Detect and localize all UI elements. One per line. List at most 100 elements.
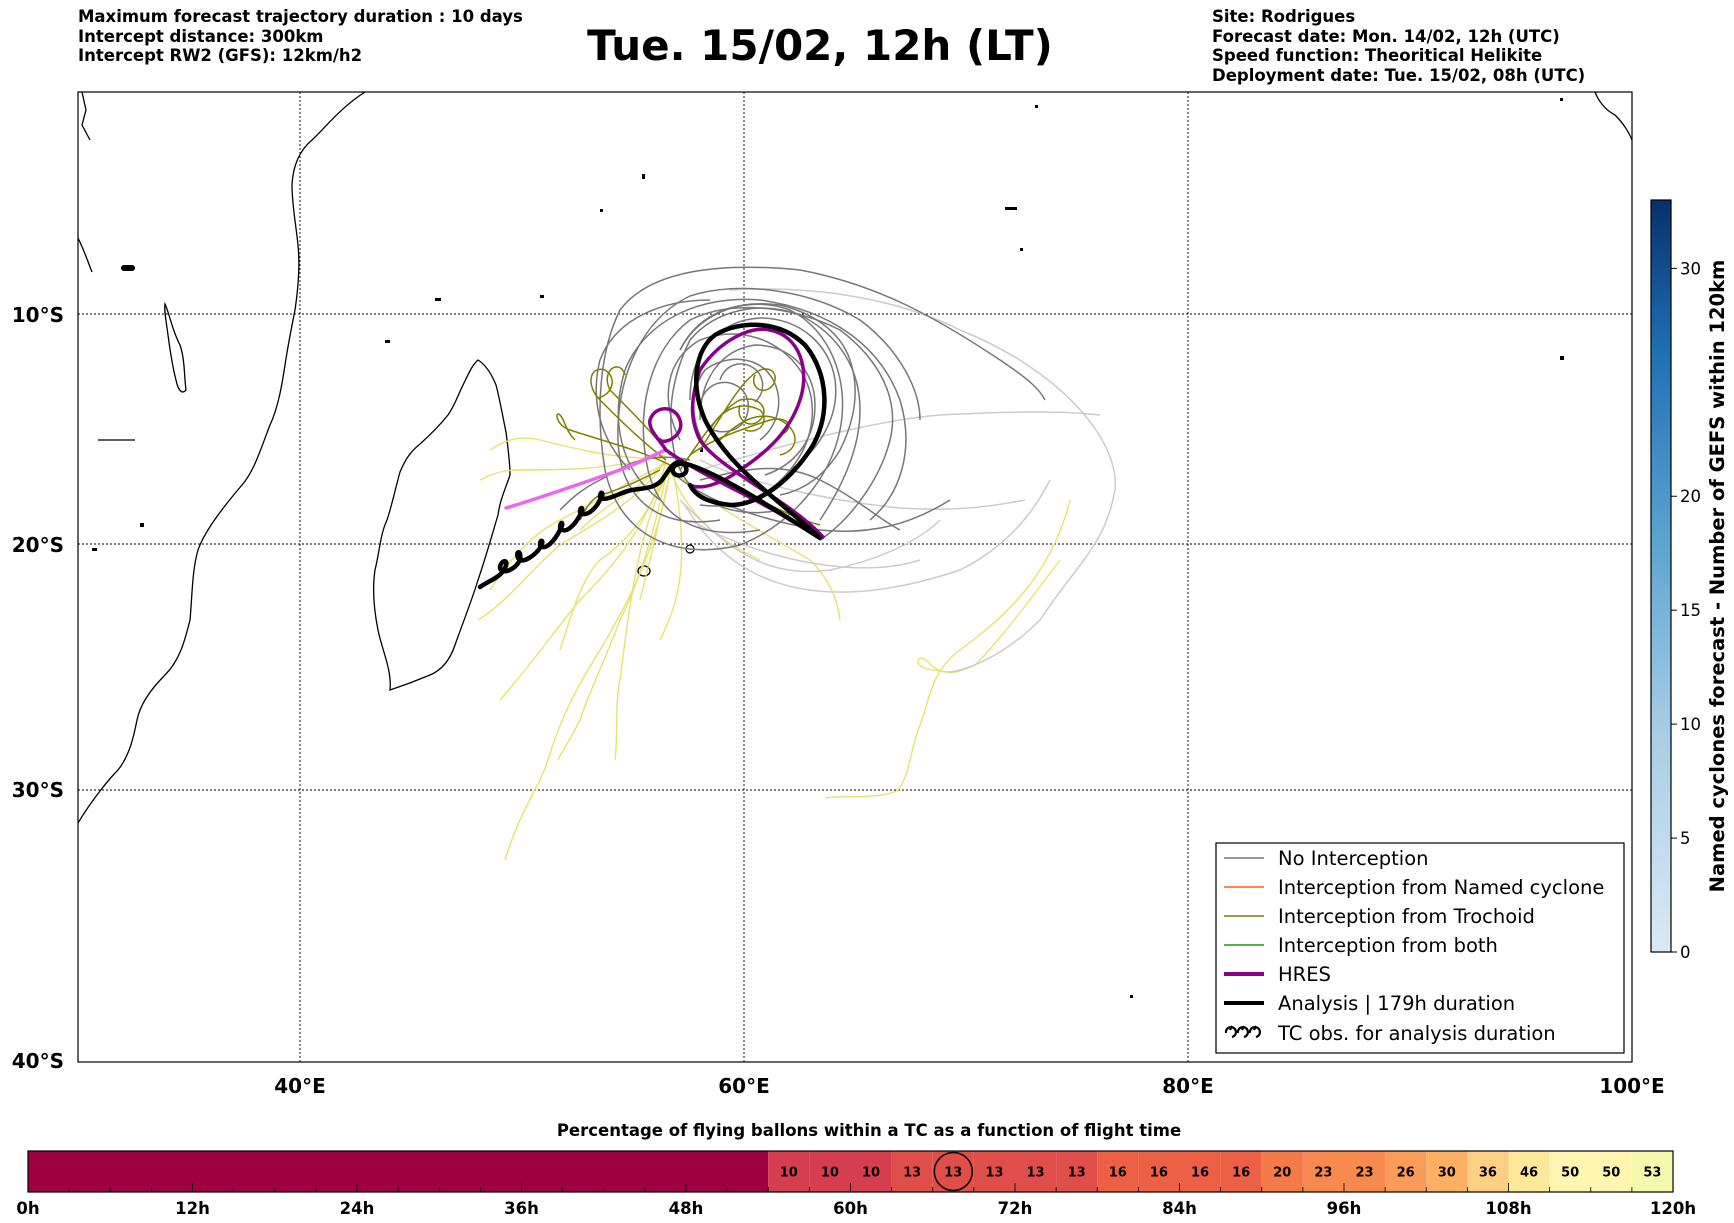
legend: No Interception Interception from Named …	[1215, 842, 1625, 1054]
legend-label: Interception from both	[1278, 934, 1498, 957]
legend-items: No Interception Interception from Named …	[1224, 847, 1604, 1045]
analysis-track	[477, 322, 827, 590]
colorbar-tick-label: 30	[1680, 259, 1701, 278]
longitude-labels: 40°E 60°E 80°E 100°E	[274, 1074, 1664, 1098]
legend-label: Interception from Named cyclone	[1278, 876, 1604, 899]
colorbar-tick-label: 0	[1680, 943, 1691, 962]
timeline-cell-value: 26	[1397, 1166, 1415, 1181]
lon-label: 60°E	[718, 1074, 770, 1098]
timeline-hour-label: 120h	[1650, 1199, 1696, 1218]
timeline-hour-label: 60h	[833, 1199, 868, 1218]
timeline-cell-value: 23	[1314, 1166, 1332, 1181]
timeline-cell-value: 16	[1191, 1166, 1209, 1181]
timeline-cell	[973, 1151, 1015, 1192]
timeline-cell-value: 36	[1479, 1166, 1497, 1181]
colorbar-tick-label: 5	[1680, 829, 1691, 848]
colorbar-tick-label: 10	[1680, 715, 1701, 734]
timeline-cell	[1138, 1151, 1180, 1192]
colorbar-scale	[1650, 199, 1672, 953]
lat-label: 40°S	[12, 1049, 64, 1073]
map-area[interactable]	[78, 92, 1632, 1062]
timeline-cell	[1015, 1151, 1057, 1192]
timeline-hour-label: 72h	[998, 1199, 1033, 1218]
forecast-parameters: Maximum forecast trajectory duration : 1…	[78, 7, 523, 66]
timeline-cell	[1261, 1151, 1303, 1192]
timeline-cell	[1549, 1151, 1591, 1192]
colorbar: 0 5 10 15 20 30 Named cyclones forecast - Num…	[1650, 199, 1729, 962]
legend-label: HRES	[1278, 963, 1331, 986]
latitude-labels: 10°S 20°S 30°S 40°S	[12, 303, 64, 1073]
timeline-hour-label: 108h	[1485, 1199, 1531, 1218]
timeline-cell-value: 13	[944, 1166, 962, 1181]
trajectory-duration-text: Maximum forecast trajectory duration : 1…	[78, 7, 523, 26]
timeline-cell-value: 13	[1068, 1166, 1086, 1181]
timeline-cell	[1590, 1151, 1632, 1192]
timeline-title: Percentage of flying ballons within a TC…	[557, 1121, 1181, 1140]
intercept-distance-text: Intercept distance: 300km	[78, 26, 324, 46]
colorbar-label: Named cyclones forecast - Number of GEFS…	[1706, 260, 1729, 893]
timeline-cell	[1220, 1151, 1262, 1192]
timeline-hour-label: 84h	[1162, 1199, 1197, 1218]
timeline-cell	[809, 1151, 851, 1192]
timeline-cell-value: 16	[1232, 1166, 1250, 1181]
timeline-cell	[1179, 1151, 1221, 1192]
legend-label: Analysis | 179h duration	[1278, 992, 1515, 1015]
coastline	[78, 92, 1632, 824]
map-title: Tue. 15/02, 12h (LT)	[587, 21, 1053, 70]
timeline-cell	[1426, 1151, 1468, 1192]
speed-function-text: Speed function: Theoritical Helikite	[1212, 46, 1543, 65]
lat-label: 20°S	[12, 533, 64, 557]
legend-label: TC obs. for analysis duration	[1277, 1022, 1556, 1045]
site-text: Site: Rodrigues	[1212, 7, 1356, 26]
timeline-cell-value: 16	[1109, 1166, 1127, 1181]
timeline-cell	[768, 1151, 810, 1192]
timeline-cell-value: 50	[1602, 1166, 1620, 1181]
timeline-cell	[891, 1151, 933, 1192]
tc-obs-icon	[1224, 1025, 1261, 1039]
timeline-cell-value: 50	[1561, 1166, 1579, 1181]
forecast-date-text: Forecast date: Mon. 14/02, 12h (UTC)	[1212, 26, 1560, 46]
legend-label: No Interception	[1278, 847, 1429, 870]
timeline-hour-label: 24h	[340, 1199, 375, 1218]
timeline-cell-value: 20	[1273, 1166, 1291, 1181]
timeline-cell-value: 46	[1520, 1166, 1538, 1181]
timeline-cell-value: 13	[1027, 1166, 1045, 1181]
graticule	[78, 92, 1632, 1062]
deployment-date-text: Deployment date: Tue. 15/02, 08h (UTC)	[1212, 65, 1586, 85]
timeline-cell-value: 10	[780, 1166, 798, 1181]
timeline-cell	[1302, 1151, 1344, 1192]
timeline-cell-value: 13	[903, 1166, 921, 1181]
timeline-cell-value: 53	[1643, 1166, 1661, 1181]
timeline-cell-value: 23	[1356, 1166, 1374, 1181]
timeline-cell	[1467, 1151, 1509, 1192]
timeline-cell	[1097, 1151, 1139, 1192]
timeline-hour-label: 48h	[669, 1199, 704, 1218]
timeline-cell	[1056, 1151, 1098, 1192]
timeline-cell-value: 13	[985, 1166, 1003, 1181]
timeline-current-marker	[933, 1151, 974, 1192]
islands	[92, 98, 1564, 998]
timeline-chart: Percentage of flying ballons within a TC…	[16, 1121, 1696, 1218]
lon-label: 80°E	[1162, 1074, 1214, 1098]
timeline-cell-value: 10	[862, 1166, 880, 1181]
timeline-hour-label: 36h	[504, 1199, 539, 1218]
timeline-cell	[1344, 1151, 1386, 1192]
timeline-hour-label: 96h	[1327, 1199, 1362, 1218]
lon-label: 100°E	[1599, 1074, 1664, 1098]
timeline-hour-label: 12h	[175, 1199, 210, 1218]
timeline-hour-label: 0h	[16, 1199, 39, 1218]
legend-box	[1215, 842, 1625, 1054]
colorbar-tick-label: 15	[1680, 601, 1701, 620]
timeline-cell-value: 30	[1438, 1166, 1456, 1181]
legend-label: Interception from Trochoid	[1278, 905, 1535, 928]
timeline-empty-segment	[28, 1151, 769, 1192]
intercept-rw2-text: Intercept RW2 (GFS): 12km/h2	[78, 46, 363, 65]
timeline-cell-value: 16	[1150, 1166, 1168, 1181]
timeline-cell	[850, 1151, 892, 1192]
timeline-cell-value: 10	[821, 1166, 839, 1181]
lat-label: 30°S	[12, 778, 64, 802]
lat-label: 10°S	[12, 303, 64, 327]
timeline-cell	[1508, 1151, 1550, 1192]
colorbar-tick-label: 20	[1680, 487, 1701, 506]
